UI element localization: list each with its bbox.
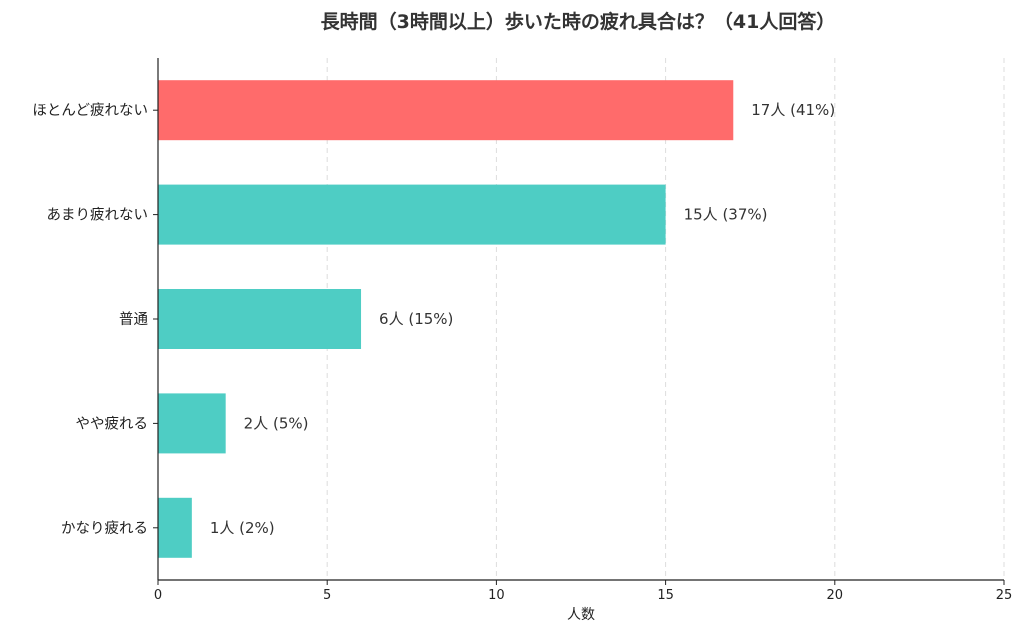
- x-tick-label-4: 20: [827, 588, 844, 603]
- x-ticks: 0 5 10 15 20 25: [154, 580, 1012, 603]
- x-tick-label-3: 15: [657, 588, 674, 603]
- data-label-4: 1人 (2%): [210, 519, 275, 537]
- x-axis-label: 人数: [567, 607, 595, 623]
- category-label-2: 普通: [119, 311, 148, 328]
- category-label-4: かなり疲れる: [61, 520, 148, 537]
- bars: [158, 80, 734, 558]
- chart-title: 長時間（3時間以上）歩いた時の疲れ具合は？（41人回答）: [321, 10, 836, 33]
- data-label-2: 6人 (15%): [379, 310, 453, 328]
- bar-3: [158, 393, 226, 454]
- x-tick-label-0: 0: [154, 588, 162, 603]
- bar-2: [158, 289, 362, 349]
- x-tick-label-1: 5: [323, 588, 331, 603]
- x-tick-label-5: 25: [996, 588, 1013, 603]
- data-label-3: 2人 (5%): [244, 414, 309, 432]
- category-label-0: ほとんど疲れない: [32, 102, 148, 119]
- category-label-1: あまり疲れない: [47, 207, 149, 224]
- data-labels: 17人 (41%) 15人 (37%) 6人 (15%) 2人 (5%) 1人 (2%): [210, 101, 835, 537]
- x-tick-label-2: 10: [488, 588, 505, 603]
- bar-0: [158, 80, 734, 141]
- data-label-1: 15人 (37%): [684, 206, 768, 224]
- category-label-3: やや疲れる: [76, 415, 149, 432]
- data-label-0: 17人 (41%): [751, 101, 835, 119]
- bar-4: [158, 497, 192, 558]
- bar-1: [158, 184, 666, 245]
